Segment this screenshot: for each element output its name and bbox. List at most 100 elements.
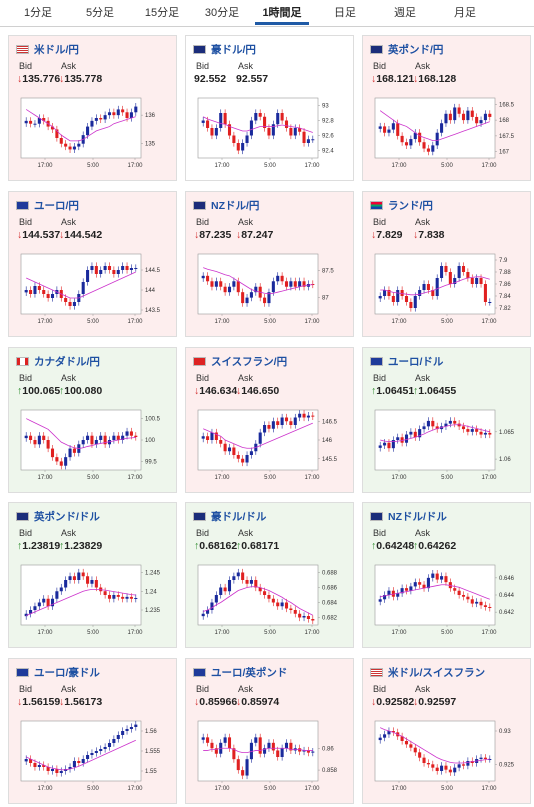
ask-label: Ask (415, 684, 431, 694)
candle-body (383, 442, 387, 446)
tab-weekly[interactable]: 週足 (394, 7, 416, 19)
candle-body (289, 742, 293, 751)
candle-body (121, 731, 125, 735)
price-chart[interactable]: 1.065 1.06 17:00 5:00 17:00 (371, 406, 523, 486)
candle-body (276, 113, 280, 125)
candle-body (457, 266, 461, 278)
candle-body (413, 296, 417, 308)
rate-card[interactable]: 英ポンド/円 Bid Ask ↓168.121 ↓168.128 168.5 16… (362, 35, 531, 181)
candle-body (457, 590, 461, 595)
bid-label: Bid (373, 217, 387, 227)
candle-body (245, 135, 249, 143)
price-chart[interactable]: 1.245 1.24 1.235 17:00 5:00 17:00 (17, 561, 169, 641)
candle-body (448, 113, 452, 121)
price-chart[interactable]: 100.5 100 99.5 17:00 5:00 17:00 (17, 406, 169, 486)
rate-card[interactable]: 豪ドル/円 Bid Ask 92.552 92.557 93 92.8 92.6 92… (185, 35, 354, 181)
candle-body (289, 281, 293, 287)
y-tick-label: 144.5 (145, 268, 161, 274)
candle-body (475, 278, 479, 284)
tab-1hour[interactable]: 1時間足 (262, 7, 302, 19)
plot-area (374, 564, 496, 626)
candle-body (33, 123, 37, 125)
candlestick-chart: 0.93 0.925 17:00 5:00 17:00 (374, 720, 515, 792)
price-chart[interactable]: 168.5 168 167.5 167 17:00 5:00 17:00 (371, 94, 523, 174)
currency-pair-link[interactable]: 米ドル/スイスフラン (388, 666, 486, 679)
candle-body (444, 266, 448, 272)
rate-card[interactable]: ユーロ/英ポンド Bid Ask ↓0.85966 ↓0.85974 0.86 0… (185, 658, 354, 804)
candlestick-chart: 100.5 100 99.5 17:00 5:00 17:00 (20, 409, 161, 481)
candle-body (29, 120, 33, 124)
rate-card[interactable]: 米ドル/スイスフラン Bid Ask ↓0.92582 ↓0.92597 0.9… (362, 658, 531, 804)
currency-pair-link[interactable]: カナダドル/円 (34, 355, 100, 368)
currency-pair-link[interactable]: NZドル/円 (211, 199, 260, 212)
price-chart[interactable]: 136 135 17:00 5:00 17:00 (17, 94, 169, 174)
ask-label: Ask (61, 684, 77, 694)
ask-label: Ask (238, 528, 254, 538)
price-chart[interactable]: 146.5 146 145.5 17:00 5:00 17:00 (194, 406, 346, 486)
price-chart[interactable]: 0.93 0.925 17:00 5:00 17:00 (371, 717, 523, 797)
currency-pair-link[interactable]: 英ポンド/ドル (34, 510, 100, 523)
x-tick-label: 17:00 (37, 475, 53, 481)
y-tick-label: 0.686 (322, 586, 338, 592)
currency-pair-link[interactable]: 米ドル/円 (34, 43, 79, 56)
candle-body (431, 573, 435, 578)
price-chart[interactable]: 87.5 87 17:00 5:00 17:00 (194, 250, 346, 330)
candle-body (404, 741, 409, 745)
card-header: 米ドル/スイスフラン (370, 665, 485, 679)
candle-body (378, 126, 382, 129)
rate-card[interactable]: 英ポンド/ドル Bid Ask ↑1.23819 ↑1.23829 1.245 1… (8, 502, 177, 648)
rate-card[interactable]: スイスフラン/円 Bid Ask ↓146.634 ↓146.650 146.5… (185, 347, 354, 493)
currency-pair-link[interactable]: ユーロ/円 (34, 199, 79, 212)
currency-pair-link[interactable]: 豪ドル/ドル (211, 510, 267, 523)
ask-value: ↑100.080 (59, 385, 103, 397)
rate-card[interactable]: カナダドル/円 Bid Ask ↑100.065 ↑100.080 100.5 1… (8, 347, 177, 493)
moving-average-line (26, 418, 136, 449)
price-chart[interactable]: 144.5 144 143.5 17:00 5:00 17:00 (17, 250, 169, 330)
currency-pair-link[interactable]: 豪ドル/円 (211, 43, 256, 56)
tab-daily[interactable]: 日足 (334, 7, 356, 19)
rate-card[interactable]: ランド/円 Bid Ask ↓7.829 ↓7.838 7.9 7.88 7.86 7… (362, 191, 531, 337)
plot-area (374, 97, 496, 159)
currency-pair-link[interactable]: ランド/円 (388, 199, 433, 212)
tab-15min[interactable]: 15分足 (144, 7, 180, 19)
rate-card[interactable]: ユーロ/豪ドル Bid Ask ↓1.56159 ↓1.56173 1.56 1.… (8, 658, 177, 804)
candle-body (223, 737, 227, 743)
price-chart[interactable]: 0.86 0.858 17:00 5:00 17:00 (194, 717, 346, 797)
currency-pair-link[interactable]: NZドル/ドル (388, 510, 447, 523)
price-chart[interactable]: 0.688 0.686 0.684 0.682 17:00 5:00 17:00 (194, 561, 346, 641)
rate-card[interactable]: 豪ドル/ドル Bid Ask ↑0.68162 ↑0.68171 0.688 0.… (185, 502, 354, 648)
candle-body (258, 432, 262, 444)
currency-pair-link[interactable]: 英ポンド/円 (388, 43, 444, 56)
tab-1min[interactable]: 1分足 (23, 7, 53, 19)
currency-pair-link[interactable]: スイスフラン/円 (211, 355, 288, 368)
tab-5min[interactable]: 5分足 (85, 7, 115, 19)
bid-label: Bid (19, 61, 33, 71)
candle-body (121, 596, 125, 599)
candle-body (210, 432, 214, 440)
currency-pair-link[interactable]: ユーロ/英ポンド (211, 666, 288, 679)
rate-card[interactable]: ユーロ/円 Bid Ask ↓144.537 ↓144.542 144.5 144… (8, 191, 177, 337)
ask-label: Ask (61, 528, 77, 538)
currency-pair-link[interactable]: ユーロ/ドル (388, 355, 444, 368)
candle-body (422, 757, 426, 763)
currency-pair-link[interactable]: ユーロ/豪ドル (34, 666, 100, 679)
tab-monthly[interactable]: 月足 (454, 7, 476, 19)
rate-card[interactable]: 米ドル/円 Bid Ask ↓135.776 ↓135.778 136 135 17… (8, 35, 177, 181)
y-tick-label: 135 (145, 142, 156, 148)
rate-card[interactable]: NZドル/円 Bid Ask ↓87.235 ↓87.247 87.5 87 17:… (185, 191, 354, 337)
rate-card[interactable]: ユーロ/ドル Bid Ask ↑1.06451 ↑1.06455 1.065 1.… (362, 347, 531, 493)
moving-average-line (25, 109, 136, 142)
candle-body (210, 128, 214, 136)
rate-card[interactable]: NZドル/ドル Bid Ask ↑0.64248 ↑0.64262 0.646 0… (362, 502, 531, 648)
candle-body (488, 432, 492, 435)
candle-body (387, 290, 391, 296)
price-chart[interactable]: 7.9 7.88 7.86 7.84 7.82 17:00 5:00 17:00 (371, 250, 523, 330)
price-chart[interactable]: 0.646 0.644 0.642 17:00 5:00 17:00 (371, 561, 523, 641)
tab-30min[interactable]: 30分足 (204, 7, 240, 19)
candle-body (263, 425, 267, 433)
price-chart[interactable]: 1.56 1.555 1.55 17:00 5:00 17:00 (17, 717, 169, 797)
candle-body (37, 286, 41, 290)
candle-body (461, 595, 466, 597)
price-chart[interactable]: 93 92.8 92.6 92.4 17:00 5:00 17:00 (194, 94, 346, 174)
candle-body (311, 619, 315, 621)
